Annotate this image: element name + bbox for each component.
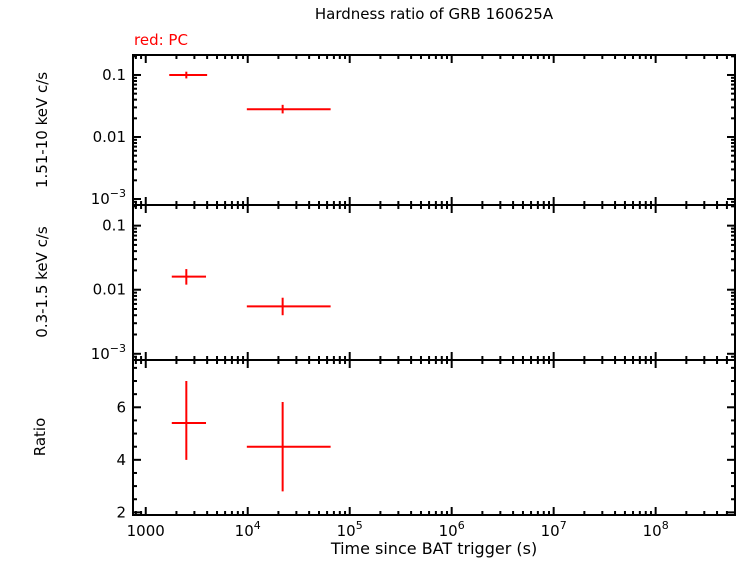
- y-tick-label: 0.01: [93, 128, 126, 146]
- y-tick-label: 4: [116, 451, 126, 469]
- y-tick-label: 10−3: [91, 342, 126, 363]
- x-tick-label: 105: [337, 519, 363, 540]
- x-tick-label: 107: [541, 519, 567, 540]
- panel-frame-soft-band: [132, 204, 736, 361]
- chart-title: Hardness ratio of GRB 160625A: [314, 5, 554, 23]
- y-tick-label: 0.01: [93, 281, 126, 299]
- legend-annotation: red: PC: [134, 31, 188, 49]
- y-tick-label: 6: [116, 398, 126, 416]
- y-tick-label: 10−3: [91, 187, 126, 208]
- panel-frame-hard-band: [132, 54, 736, 206]
- y-tick-label: 0.1: [102, 217, 126, 235]
- y-tick-label: 2: [116, 503, 126, 521]
- x-tick-label: 106: [439, 519, 465, 540]
- y-tick-label: 0.1: [102, 66, 126, 84]
- panel-frame-ratio: [132, 359, 736, 516]
- x-tick-label: 108: [643, 519, 669, 540]
- x-tick-label: 104: [235, 519, 261, 540]
- x-tick-label: 1000: [127, 522, 165, 540]
- x-axis-label: Time since BAT trigger (s): [330, 539, 538, 558]
